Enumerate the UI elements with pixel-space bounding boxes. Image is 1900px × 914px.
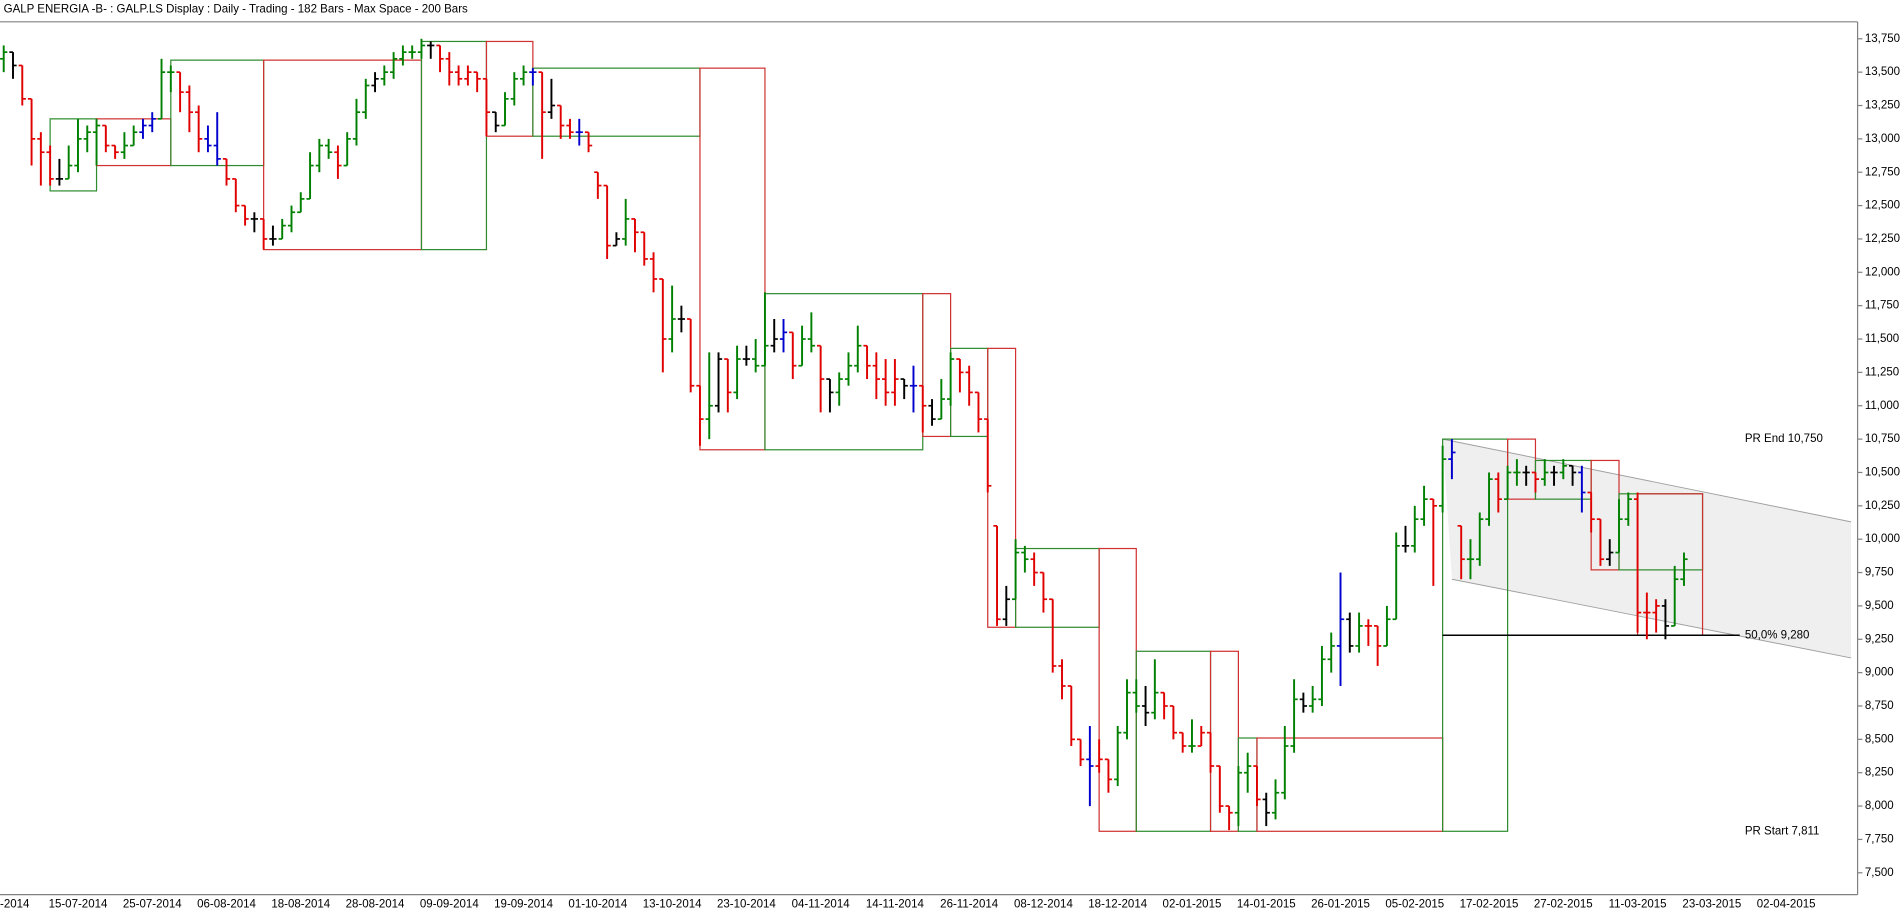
y-tick-label: 12,750 xyxy=(1865,166,1900,178)
x-tick-label: 11-03-2015 xyxy=(1609,898,1667,910)
y-tick-label: 9,750 xyxy=(1865,567,1894,579)
chart-title: GALP ENERGIA -B- : GALP.LS Display : Dai… xyxy=(4,4,468,16)
x-tick-label: 08-12-2014 xyxy=(1014,898,1073,910)
x-tick-label: 02-04-2015 xyxy=(1757,898,1816,910)
y-tick-label: 13,000 xyxy=(1865,133,1900,145)
y-tick-label: 10,500 xyxy=(1865,467,1900,479)
y-tick-label: 12,500 xyxy=(1865,200,1900,212)
y-tick-label: 13,250 xyxy=(1865,100,1900,112)
x-tick-label: 25-07-2014 xyxy=(123,898,182,910)
x-tick-label: 15-07-2014 xyxy=(49,898,108,910)
x-tick-label: 17-02-2015 xyxy=(1460,898,1519,910)
y-tick-label: 11,750 xyxy=(1865,300,1899,312)
x-tick-label: 14-01-2015 xyxy=(1237,898,1296,910)
x-tick-label: 23-03-2015 xyxy=(1682,898,1741,910)
y-tick-label: 10,000 xyxy=(1865,533,1900,545)
y-tick-label: 8,750 xyxy=(1865,700,1894,712)
y-tick-label: 13,500 xyxy=(1865,66,1900,78)
x-tick-label: 06-08-2014 xyxy=(197,898,256,910)
x-tick-label: 02-01-2015 xyxy=(1163,898,1222,910)
channel-upper xyxy=(1442,438,1852,523)
y-tick-label: 10,750 xyxy=(1865,433,1900,445)
annotation: PR End 10,750 xyxy=(1745,433,1823,445)
y-tick-label: 11,500 xyxy=(1865,333,1899,345)
channel-fill xyxy=(1442,439,1852,658)
y-tick-label: 11,000 xyxy=(1865,400,1899,412)
y-tick-label: 10,250 xyxy=(1865,500,1900,512)
x-tick-label: 05-02-2015 xyxy=(1385,898,1444,910)
y-tick-label: 8,000 xyxy=(1865,800,1894,812)
y-tick-label: 11,250 xyxy=(1865,366,1899,378)
y-tick-label: 9,250 xyxy=(1865,633,1894,645)
x-tick-label: 28-08-2014 xyxy=(346,898,405,910)
x-tick-label: 04-11-2014 xyxy=(792,898,851,910)
y-tick-label: 13,750 xyxy=(1865,33,1900,45)
y-tick-label: 12,250 xyxy=(1865,233,1900,245)
annotation: PR Start 7,811 xyxy=(1745,825,1820,837)
x-tick-label: 13-10-2014 xyxy=(643,898,702,910)
x-tick-label: 26-01-2015 xyxy=(1311,898,1370,910)
annotation: 50,0% 9,280 xyxy=(1745,629,1810,641)
y-tick-label: 7,500 xyxy=(1865,867,1894,879)
y-tick-label: 12,000 xyxy=(1865,266,1900,278)
y-tick-label: 8,500 xyxy=(1865,733,1894,745)
range-box xyxy=(420,40,488,251)
x-tick-label: 09-09-2014 xyxy=(420,898,479,910)
y-tick-label: 9,000 xyxy=(1865,667,1894,679)
x-tick-label: 27-02-2015 xyxy=(1534,898,1593,910)
x-tick-label: 18-12-2014 xyxy=(1088,898,1147,910)
x-tick-label: 18-08-2014 xyxy=(271,898,330,910)
y-tick-label: 7,750 xyxy=(1865,833,1894,845)
x-tick-label: -2014 xyxy=(0,898,30,910)
channel-lower xyxy=(1451,578,1852,659)
x-tick-label: 23-10-2014 xyxy=(717,898,776,910)
y-tick-label: 8,250 xyxy=(1865,767,1894,779)
range-box xyxy=(699,67,766,451)
x-tick-label: 26-11-2014 xyxy=(940,898,999,910)
x-tick-label: 14-11-2014 xyxy=(866,898,925,910)
x-tick-label: 01-10-2014 xyxy=(568,898,627,910)
x-tick-label: 19-09-2014 xyxy=(494,898,553,910)
y-tick-label: 9,500 xyxy=(1865,600,1894,612)
